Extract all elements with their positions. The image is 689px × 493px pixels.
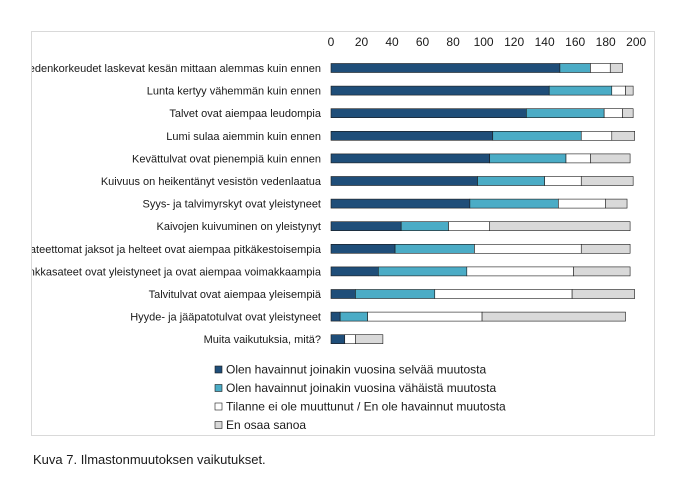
bar-segment xyxy=(609,63,623,73)
x-tick-label: 100 xyxy=(474,35,494,49)
category-label: Hyyde- ja jääpatotulvat ovat yleistyneet xyxy=(130,312,321,324)
bar-segment xyxy=(605,198,628,209)
bar-segment xyxy=(330,131,494,141)
bar-segment xyxy=(330,198,471,209)
category-label: Lunta kertyy vähemmän kuin ennen xyxy=(147,86,321,98)
bar-segment xyxy=(580,131,613,141)
category-label: Lumi sulaa aiemmin kuin ennen xyxy=(166,131,321,143)
bar-segment xyxy=(571,289,635,299)
bar-segment xyxy=(580,244,631,254)
bar-segment xyxy=(330,311,341,322)
bar-segment xyxy=(330,63,561,73)
x-tick-label: 200 xyxy=(626,35,646,49)
x-tick-label: 60 xyxy=(416,35,430,49)
bar-segment xyxy=(448,221,491,231)
bar-segment xyxy=(469,198,559,209)
x-tick-label: 20 xyxy=(355,35,369,49)
x-tick-label: 0 xyxy=(328,35,335,49)
bar-segment xyxy=(330,266,379,277)
bar-segment xyxy=(434,289,573,299)
category-label: Kaivojen kuivuminen on yleistynyt xyxy=(157,221,321,233)
bar-segment xyxy=(378,266,468,277)
bar-segment xyxy=(330,334,346,345)
x-tick-label: 120 xyxy=(504,35,524,49)
bar-segment xyxy=(367,311,483,322)
bar-segment xyxy=(625,85,634,96)
bar-segment xyxy=(489,221,631,231)
bar-segment xyxy=(330,153,491,164)
bar-segment xyxy=(330,289,356,299)
bar-segment xyxy=(330,244,396,254)
category-label: Rankkasateet ovat yleistyneet ja ovat ai… xyxy=(32,266,322,278)
category-label: Talvitulvat ovat aiempaa yleisempiä xyxy=(149,289,322,301)
bar-segment xyxy=(559,63,591,73)
stacked-bar-chart: 0 20 40 60 80 100 120 140 160 180 200 Vedenkorkeude… xyxy=(32,35,647,432)
legend-label: Olen havainnut joinakin vuosina vähäistä… xyxy=(226,381,496,395)
figure-caption: Kuva 7. Ilmastonmuutoksen vaikutukset. xyxy=(33,452,266,467)
bar-segment xyxy=(526,108,605,118)
bar-segment xyxy=(344,334,356,345)
legend-label: Tilanne ei ole muuttunut / En ole havain… xyxy=(226,400,506,414)
bar-segment xyxy=(330,108,527,118)
bar-segment xyxy=(481,311,626,322)
bar-segment xyxy=(590,153,631,164)
x-tick-label: 180 xyxy=(596,35,616,49)
bar-segment xyxy=(492,131,582,141)
bar-segment xyxy=(573,266,631,277)
x-tick-label: 160 xyxy=(565,35,585,49)
legend-swatch xyxy=(214,402,223,411)
bar-segment xyxy=(355,289,436,299)
legend-label: Olen havainnut joinakin vuosina selvää m… xyxy=(226,363,486,377)
bar-segment xyxy=(355,334,384,345)
bar-segment xyxy=(558,198,606,209)
bar-segment xyxy=(622,108,634,118)
category-label: Syys- ja talvimyrskyt ovat yleistyneet xyxy=(143,199,322,211)
category-label: Kevättulvat ovat pienempiä kuin ennen xyxy=(132,153,321,165)
x-tick-label: 140 xyxy=(535,35,555,49)
bar-segment xyxy=(544,176,582,186)
bar-segment xyxy=(565,153,591,164)
bar-segment xyxy=(394,244,475,254)
x-tick-label: 40 xyxy=(385,35,399,49)
bar-segment xyxy=(466,266,574,277)
category-label: Kuivuus on heikentänyt vesistön vedenlaa… xyxy=(101,176,322,188)
legend-swatch xyxy=(214,421,223,429)
bar-segment xyxy=(603,108,623,118)
bar-segment xyxy=(489,153,567,164)
bar-segment xyxy=(611,85,626,96)
legend-label: En osaa sanoa xyxy=(226,418,306,432)
x-tick-label: 80 xyxy=(446,35,460,49)
bar-segment xyxy=(330,221,402,231)
bar-segment xyxy=(330,176,478,186)
category-label: Talvet ovat aiempaa leudompia xyxy=(169,108,322,120)
bar-segment xyxy=(611,131,635,141)
category-label: Muita vaikutuksia, mitä? xyxy=(204,334,321,346)
bar-segment xyxy=(474,244,582,254)
category-label: Vedenkorkeudet laskevat kesän mittaan al… xyxy=(32,63,321,75)
bar-segment xyxy=(339,311,368,322)
bar-segment xyxy=(590,63,611,73)
chart-frame: 0 20 40 60 80 100 120 140 160 180 200 Vedenkorkeude… xyxy=(31,31,655,436)
bar-segment xyxy=(330,85,550,96)
bar-segment xyxy=(400,221,449,231)
category-label: Sateettomat jaksot ja helteet ovat aiemp… xyxy=(32,244,322,256)
bar-segment xyxy=(580,176,634,186)
legend-swatch xyxy=(214,365,223,374)
bar-segment xyxy=(548,85,613,96)
bar-segment xyxy=(477,176,545,186)
legend-swatch xyxy=(214,384,223,392)
